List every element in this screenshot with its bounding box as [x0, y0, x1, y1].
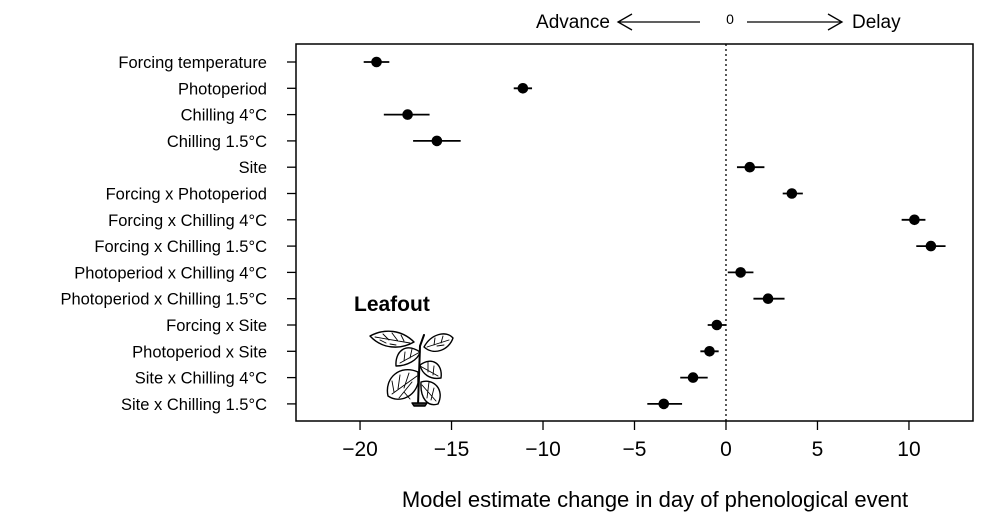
- estimate-point: [517, 83, 529, 94]
- y-tick-label: Photoperiod x Chilling 4°C: [74, 264, 267, 282]
- estimate-point: [762, 293, 774, 305]
- advance-arrow: [616, 13, 700, 31]
- zero-label: 0: [726, 11, 734, 27]
- estimate-point: [431, 135, 443, 147]
- y-tick-label: Chilling 1.5°C: [167, 133, 267, 151]
- estimate-point: [371, 56, 382, 68]
- x-tick-label: 0: [720, 438, 732, 461]
- y-tick-label: Site x Chilling 1.5°C: [121, 396, 267, 414]
- estimate-point: [735, 267, 746, 278]
- estimate-point: [909, 214, 920, 226]
- estimate-point: [786, 188, 798, 199]
- x-tick-label: 5: [812, 438, 824, 461]
- estimate-point: [925, 240, 937, 252]
- x-tick-label: −20: [342, 438, 378, 461]
- x-tick-label: −5: [623, 438, 647, 461]
- estimate-point: [711, 319, 723, 331]
- x-axis-title: Model estimate change in day of phenolog…: [402, 487, 908, 512]
- x-tick-label: 10: [897, 438, 920, 461]
- x-tick-label: −10: [525, 438, 561, 461]
- advance-label: Advance: [536, 12, 610, 33]
- seedling-icon: [369, 330, 454, 407]
- estimate-point: [744, 161, 756, 173]
- y-tick-label: Site x Chilling 4°C: [135, 370, 267, 388]
- y-tick-label: Forcing temperature: [118, 54, 267, 72]
- leafout-annotation: Leafout: [354, 293, 430, 316]
- estimate-point: [704, 346, 715, 357]
- y-tick-label: Forcing x Chilling 4°C: [108, 212, 267, 230]
- data-marks: [363, 56, 946, 410]
- y-axis: Forcing temperature Photoperiod Chilling 4…: [60, 54, 296, 414]
- delay-arrow: [747, 13, 844, 31]
- y-tick-label: Forcing x Site: [166, 317, 267, 335]
- y-tick-label: Photoperiod x Chilling 1.5°C: [60, 291, 267, 309]
- estimate-point: [402, 109, 413, 120]
- x-axis: −20 −15 −10 −5 0 5 10: [342, 421, 921, 461]
- delay-label: Delay: [852, 12, 901, 33]
- y-tick-label: Photoperiod: [178, 80, 267, 98]
- x-tick-label: −15: [434, 438, 470, 461]
- y-tick-label: Photoperiod x Site: [132, 343, 267, 361]
- y-tick-label: Chilling 4°C: [181, 107, 267, 125]
- y-tick-label: Site: [239, 159, 267, 177]
- estimate-point: [658, 398, 670, 410]
- estimate-point: [687, 372, 699, 383]
- y-tick-label: Forcing x Photoperiod: [106, 186, 267, 204]
- y-tick-label: Forcing x Chilling 1.5°C: [94, 238, 267, 256]
